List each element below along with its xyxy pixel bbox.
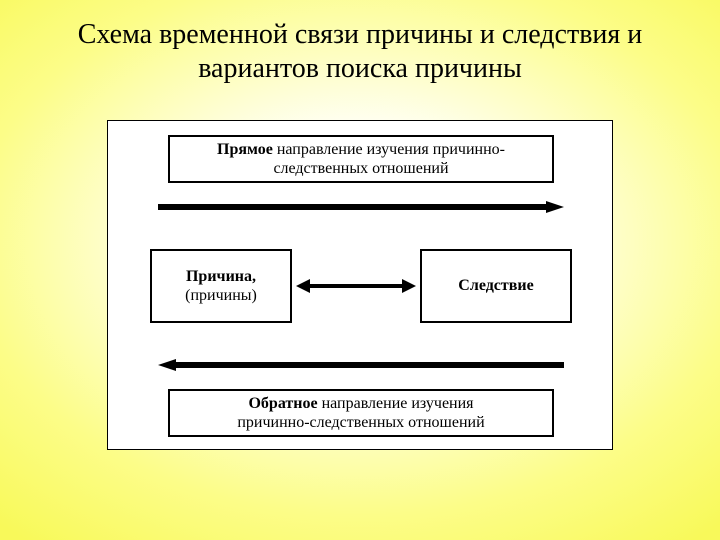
arrow-forward-shaft: [158, 204, 548, 210]
box-effect: Следствие: [420, 249, 572, 323]
box-direct: Прямое направление изучения причинно- сл…: [168, 135, 554, 183]
box-reverse-line1: Обратное направление изучения: [248, 394, 473, 413]
box-direct-line1: Прямое направление изучения причинно-: [217, 140, 505, 159]
arrow-double: [296, 279, 416, 293]
box-reverse-bold: Обратное: [248, 395, 317, 412]
arrow-forward-head: [546, 201, 564, 213]
box-reverse-rest: направление изучения: [318, 395, 474, 412]
box-direct-bold: Прямое: [217, 141, 273, 158]
box-direct-line2: следственных отношений: [273, 159, 448, 178]
arrow-backward-shaft: [174, 362, 564, 368]
box-reverse-line2: причинно-следственных отношений: [237, 413, 484, 432]
box-cause-line1: Причина,: [186, 267, 256, 286]
arrow-backward-head: [158, 359, 176, 371]
arrow-forward: [158, 201, 564, 213]
arrow-backward: [158, 359, 564, 371]
slide: Схема временной связи причины и следстви…: [0, 0, 720, 540]
slide-title: Схема временной связи причины и следстви…: [0, 18, 720, 85]
diagram-frame: Прямое направление изучения причинно- сл…: [107, 120, 613, 450]
arrow-double-shaft: [308, 284, 404, 288]
box-direct-rest: направление изучения причинно-: [273, 141, 505, 158]
box-effect-line1: Следствие: [458, 276, 533, 295]
box-cause: Причина, (причины): [150, 249, 292, 323]
arrow-double-head-right: [402, 279, 416, 293]
box-reverse: Обратное направление изучения причинно-с…: [168, 389, 554, 437]
box-cause-line2: (причины): [185, 286, 257, 305]
